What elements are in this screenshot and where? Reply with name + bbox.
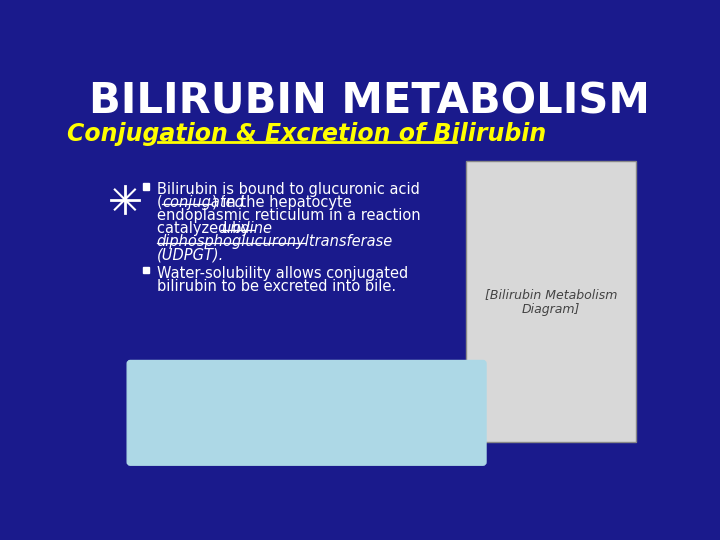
Text: Which reach normal level after 7-10: Which reach normal level after 7-10 (153, 407, 461, 422)
Text: endoplasmic reticulum in a reaction: endoplasmic reticulum in a reaction (157, 208, 420, 223)
Text: Bilirubin is bound to glucuronic acid: Bilirubin is bound to glucuronic acid (157, 182, 420, 197)
Text: days in full term neonates: days in full term neonates (194, 423, 419, 438)
Text: diphosphoglucuronyltransferase: diphosphoglucuronyltransferase (157, 234, 393, 249)
Text: bilirubin to be excreted into bile.: bilirubin to be excreted into bile. (157, 279, 396, 294)
Text: uridine: uridine (221, 221, 272, 236)
Text: BILIRUBIN METABOLISM: BILIRUBIN METABOLISM (89, 81, 649, 123)
Bar (143, 267, 149, 273)
Text: ) in the hepatocyte: ) in the hepatocyte (212, 195, 352, 210)
Text: of physiological jaundice: of physiological jaundice (200, 390, 413, 405)
Text: Conjugation & Excretion of Bilirubin: Conjugation & Excretion of Bilirubin (68, 122, 546, 146)
Text: Low level of UDPGT is the main cause: Low level of UDPGT is the main cause (145, 373, 468, 388)
Bar (143, 184, 149, 190)
Text: catalyzed by: catalyzed by (157, 221, 258, 236)
Text: (UDPGT).: (UDPGT). (157, 247, 224, 262)
Text: And after 2 weeks in preterm neonates: And after 2 weeks in preterm neonates (138, 441, 475, 456)
Text: [Bilirubin Metabolism
Diagram]: [Bilirubin Metabolism Diagram] (485, 288, 617, 315)
Bar (466, 161, 636, 442)
Text: (: ( (157, 195, 163, 210)
Text: conjugated: conjugated (162, 195, 244, 210)
FancyBboxPatch shape (127, 361, 486, 465)
Text: Water-solubility allows conjugated: Water-solubility allows conjugated (157, 266, 408, 281)
